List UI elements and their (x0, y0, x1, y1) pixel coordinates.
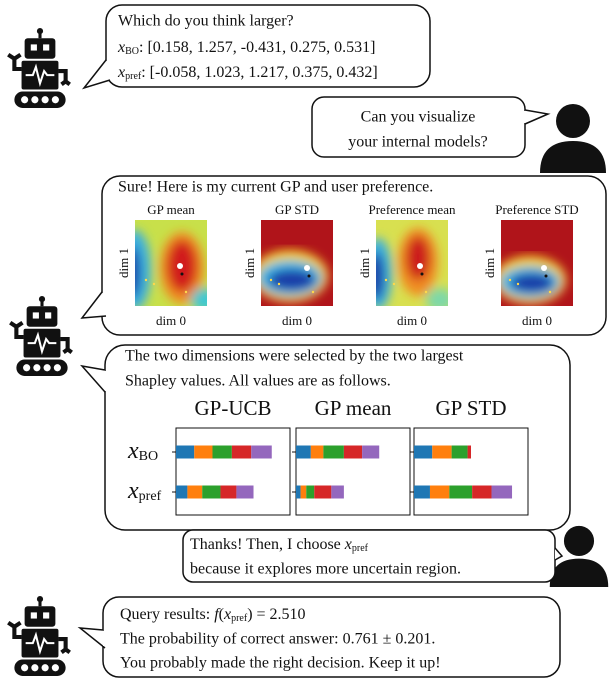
bar-segment (323, 446, 344, 459)
y-axis-label: dim 1 (242, 248, 257, 278)
bar-segment (236, 486, 253, 499)
map-title: Preference STD (495, 202, 578, 217)
heatmap (252, 220, 333, 306)
robot-bubble: Which do you think larger? xBO: [0.158, … (84, 5, 430, 88)
bar-segment (232, 446, 251, 459)
bar-segment (176, 486, 187, 499)
message-text: xBO: [0.158, 1.257, -0.431, 0.275, 0.531… (117, 39, 375, 58)
bar-segment (452, 446, 468, 459)
bar-segment (362, 446, 379, 459)
bar-segment (296, 486, 301, 499)
bar-segment (432, 446, 451, 459)
robot-bubble: The two dimensions were selected by the … (82, 345, 570, 530)
bar-segment (314, 486, 331, 499)
bar-segment (306, 486, 314, 499)
message-text: The probability of correct answer: 0.761… (120, 631, 435, 648)
bar-segment (430, 486, 449, 499)
bar-segment (468, 446, 471, 459)
message-text: Sure! Here is my current GP and user pre… (118, 179, 433, 196)
bar-segment (194, 446, 212, 459)
map-title: Preference mean (369, 202, 456, 217)
bar-segment (472, 486, 491, 499)
bar-segment (301, 486, 307, 499)
message-text: because it explores more uncertain regio… (190, 561, 461, 578)
x-axis-label: dim 0 (156, 313, 186, 328)
robot-icon (10, 296, 72, 376)
bar-segment (344, 446, 362, 459)
y-axis-label: dim 1 (357, 248, 372, 278)
bar-segment (251, 446, 272, 459)
chart-title: GP-UCB (194, 396, 271, 420)
robot-bubble: Query results: f(xpref) = 2.510 The prob… (80, 597, 560, 677)
message-text: xpref: [-0.058, 1.023, 1.217, 0.375, 0.4… (117, 64, 378, 83)
page: Which do you think larger? xBO: [0.158, … (0, 0, 613, 682)
plot-frame (176, 428, 290, 515)
heatmap (364, 220, 454, 312)
message-text: You probably made the right decision. Ke… (120, 655, 441, 672)
bar-segment (296, 446, 311, 459)
map-title: GP mean (147, 202, 195, 217)
plot-frame (414, 428, 528, 515)
message-text: Which do you think larger? (118, 13, 294, 30)
x-axis-label: dim 0 (522, 313, 552, 328)
bar-segment (176, 446, 194, 459)
message-text: Shapley values. All values are as follow… (125, 373, 391, 390)
bar-segment (414, 486, 430, 499)
chart-title: GP STD (436, 396, 507, 420)
bar-segment (492, 486, 513, 499)
y-axis-label: dim 1 (482, 248, 497, 278)
bar-segment (202, 486, 220, 499)
x-axis-label: dim 0 (282, 313, 312, 328)
bar-segment (414, 446, 432, 459)
bar-segment (311, 446, 324, 459)
robot-bubble: Sure! Here is my current GP and user pre… (82, 176, 606, 335)
bar-segment (449, 486, 472, 499)
person-icon (540, 104, 606, 173)
chart-title: GP mean (315, 396, 392, 420)
robot-icon (8, 596, 70, 676)
robot-icon (8, 28, 70, 108)
message-text: Can you visualize (361, 109, 476, 126)
user-bubble: Can you visualize your internal models? (312, 97, 548, 157)
bar-segment (331, 486, 344, 499)
y-axis-label: dim 1 (116, 248, 131, 278)
x-axis-label: dim 0 (397, 313, 427, 328)
bar-segment (212, 446, 231, 459)
heatmap (494, 220, 573, 306)
map-title: GP STD (275, 202, 319, 217)
message-text: your internal models? (348, 134, 488, 151)
message-text: The two dimensions were selected by the … (125, 348, 464, 365)
plot-frame (296, 428, 410, 515)
message-text: Query results: f(xpref) = 2.510 (120, 606, 306, 625)
bar-segment (187, 486, 202, 499)
user-bubble: Thanks! Then, I choose xpref because it … (183, 530, 562, 582)
bar-segment (220, 486, 236, 499)
message-text: Thanks! Then, I choose xpref (190, 536, 369, 555)
